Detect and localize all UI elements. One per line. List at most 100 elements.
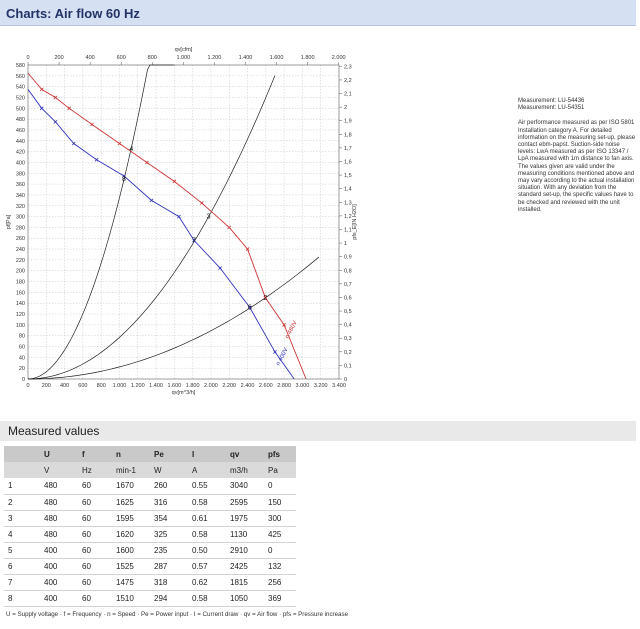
y-right-tick-label: 1,1 (344, 227, 352, 233)
table-cell: 1625 (112, 494, 150, 511)
curve-marker (90, 122, 94, 127)
x-tick-label: 1.400 (149, 383, 163, 389)
curve-marker (218, 266, 222, 270)
table-cell: 0.58 (188, 494, 226, 511)
y-right-tick-label: 1,9 (344, 119, 352, 125)
curve-marker (273, 350, 277, 354)
curve-marker (172, 179, 177, 184)
y-tick-label: 180 (16, 280, 25, 286)
table-cell: 7 (4, 574, 40, 591)
x-top-tick-label: 1.000 (176, 55, 190, 61)
x-tick-label: 1.000 (113, 383, 127, 389)
x-tick-label: 600 (78, 383, 87, 389)
y-right-axis-label: pfs_E[IN H2O] (352, 204, 358, 240)
table-header-cell: pfs (264, 446, 296, 462)
section-header: Charts: Air flow 60 Hz (0, 0, 636, 26)
table-row: 5 400 60 1600 235 0.50 2910 0 (4, 542, 296, 559)
curve-marker (117, 141, 122, 146)
table-cell: 1130 (226, 526, 264, 543)
x-top-tick-label: 400 (86, 55, 95, 61)
y-tick-label: 0 (22, 377, 25, 383)
x-top-tick-label: 1.400 (239, 55, 253, 61)
y-tick-label: 520 (16, 95, 25, 101)
y-right-tick-label: 0,6 (344, 295, 352, 301)
table-cell: 8 (4, 590, 40, 607)
table-header-cell: qv (226, 446, 264, 462)
y-right-tick-label: 2 (344, 105, 347, 111)
table-cell: 256 (264, 574, 296, 591)
table-cell: 3 (4, 510, 40, 527)
table-cell: 1600 (112, 542, 150, 559)
table-header-cell: U (40, 446, 78, 462)
table-cell: 1525 (112, 558, 150, 575)
y-tick-label: 560 (16, 74, 25, 80)
table-cell: 354 (150, 510, 188, 527)
x-tick-label: 3.000 (296, 383, 310, 389)
x-top-tick-label: 200 (54, 55, 63, 61)
y-right-tick-label: 0,3 (344, 336, 352, 342)
curve-marker (39, 106, 44, 111)
table-cell: 1050 (226, 590, 264, 607)
curve-marker (177, 214, 181, 219)
table-cell: 0.57 (188, 558, 226, 575)
y-tick-label: 160 (16, 290, 25, 296)
table-cell: 1975 (226, 510, 264, 527)
y-right-tick-label: 0,7 (344, 282, 352, 288)
measurement-description: Air performance measured as per ISO 5801… (518, 120, 636, 213)
curve-marker (192, 238, 196, 243)
operating-point-label: 2 (263, 295, 267, 302)
y-right-tick-label: 0,8 (344, 268, 352, 274)
table-cell: 480 (40, 478, 78, 495)
operating-point-label: 8 (122, 176, 126, 183)
table-cell: 1510 (112, 590, 150, 607)
table-unit-cell: W (150, 462, 188, 478)
y-tick-label: 480 (16, 117, 25, 123)
x-tick-label: 400 (60, 383, 69, 389)
table-header-cell: Pe (150, 446, 188, 462)
table-cell: 425 (264, 526, 296, 543)
y-right-tick-label: 1 (344, 241, 347, 247)
measured-values-title: Measured values (8, 424, 100, 438)
table-cell: 260 (150, 478, 188, 495)
table-row: 3 480 60 1595 354 0.61 1975 300 (4, 510, 296, 527)
table-cell: 0.61 (188, 510, 226, 527)
curve-marker (53, 95, 58, 100)
y-right-tick-label: 1,2 (344, 214, 352, 220)
table-unit-cell: Pa (264, 462, 296, 478)
system-curve (27, 75, 276, 380)
table-header-cell: n (112, 446, 150, 462)
x-top-tick-label: 1.200 (208, 55, 222, 61)
table-cell: 0 (264, 542, 296, 559)
table-legend: U = Supply voltage · f = Frequency · n =… (6, 611, 349, 618)
x-tick-label: 3.400 (332, 383, 346, 389)
table-cell: 0.55 (188, 478, 226, 495)
y-tick-label: 80 (19, 334, 25, 340)
y-right-tick-label: 1,5 (344, 173, 352, 179)
table-cell: 2425 (226, 558, 264, 575)
series-label: n 400V (275, 347, 289, 367)
y-tick-label: 220 (16, 258, 25, 264)
y-tick-label: 580 (16, 63, 25, 69)
x-top-tick-label: 1.800 (301, 55, 315, 61)
y-tick-label: 460 (16, 128, 25, 134)
table-row: 6 400 60 1525 287 0.57 2425 132 (4, 558, 296, 575)
x-tick-label: 3.200 (314, 383, 328, 389)
y-tick-label: 40 (19, 355, 25, 361)
y-tick-label: 540 (16, 85, 25, 91)
x-tick-label: 200 (42, 383, 51, 389)
y-tick-label: 380 (16, 171, 25, 177)
table-cell: 369 (264, 590, 296, 607)
x-top-tick-label: 0 (26, 55, 29, 61)
y-right-tick-label: 0,2 (344, 350, 352, 356)
y-tick-label: 140 (16, 301, 25, 307)
table-unit-cell: A (188, 462, 226, 478)
y-right-tick-label: 2,2 (344, 78, 352, 84)
curve-marker (263, 295, 268, 300)
x-tick-label: 2.600 (259, 383, 273, 389)
table-cell: 60 (78, 494, 112, 511)
y-tick-label: 280 (16, 225, 25, 231)
table-cell: 300 (264, 510, 296, 527)
section-title: Charts: Air flow 60 Hz (6, 6, 140, 21)
table-cell: 1595 (112, 510, 150, 527)
fan-curve (27, 72, 307, 380)
